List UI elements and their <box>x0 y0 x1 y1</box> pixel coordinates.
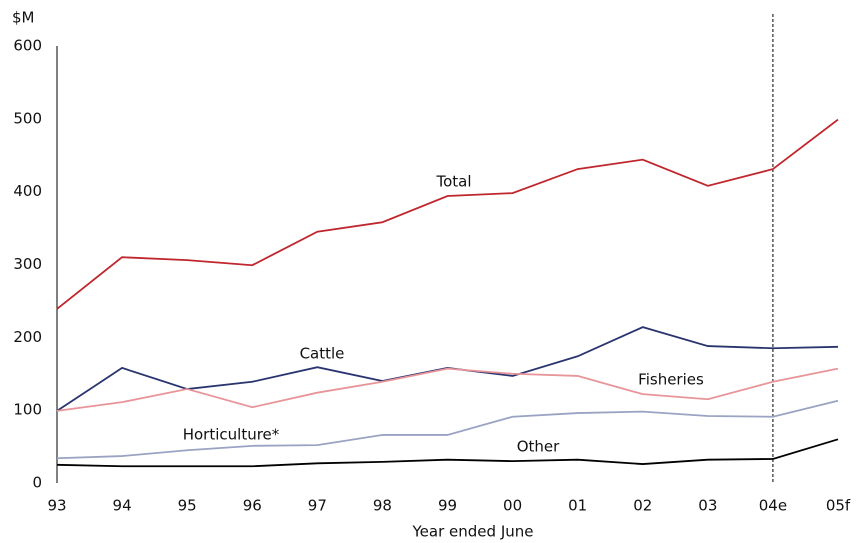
x-tick-label: 01 <box>568 497 587 515</box>
series-line <box>56 367 839 412</box>
series-line <box>56 118 839 310</box>
series-line <box>56 399 839 460</box>
x-tick-label: 97 <box>308 497 327 515</box>
x-tick-label: 94 <box>113 497 132 515</box>
series-line <box>56 438 839 468</box>
y-axis-label: $M <box>12 9 35 27</box>
x-tick-label: 95 <box>178 497 197 515</box>
series-label: Total <box>435 173 471 191</box>
x-tick-label: 00 <box>503 497 522 515</box>
x-axis-label: Year ended June <box>412 523 534 541</box>
x-tick-label: 02 <box>633 497 652 515</box>
x-tick-label: 03 <box>698 497 717 515</box>
x-tick-label: 05f <box>826 497 851 515</box>
y-tick-label: 300 <box>13 255 42 273</box>
series-label: Fisheries <box>638 371 704 389</box>
y-tick-label: 0 <box>32 474 42 492</box>
y-tick-label: 200 <box>13 328 42 346</box>
x-tick-label: 04e <box>759 497 787 515</box>
y-tick-label: 100 <box>13 401 42 419</box>
x-tick-label: 98 <box>373 497 392 515</box>
y-tick-label: 600 <box>13 37 42 55</box>
x-tick-label: 96 <box>243 497 262 515</box>
series-label: Other <box>517 438 560 456</box>
x-tick-label: 99 <box>438 497 457 515</box>
y-tick-label: 500 <box>13 109 42 127</box>
y-tick-label: 400 <box>13 182 42 200</box>
series-label: Horticulture* <box>183 426 280 444</box>
series-label: Cattle <box>300 345 345 363</box>
x-tick-label: 93 <box>47 497 66 515</box>
